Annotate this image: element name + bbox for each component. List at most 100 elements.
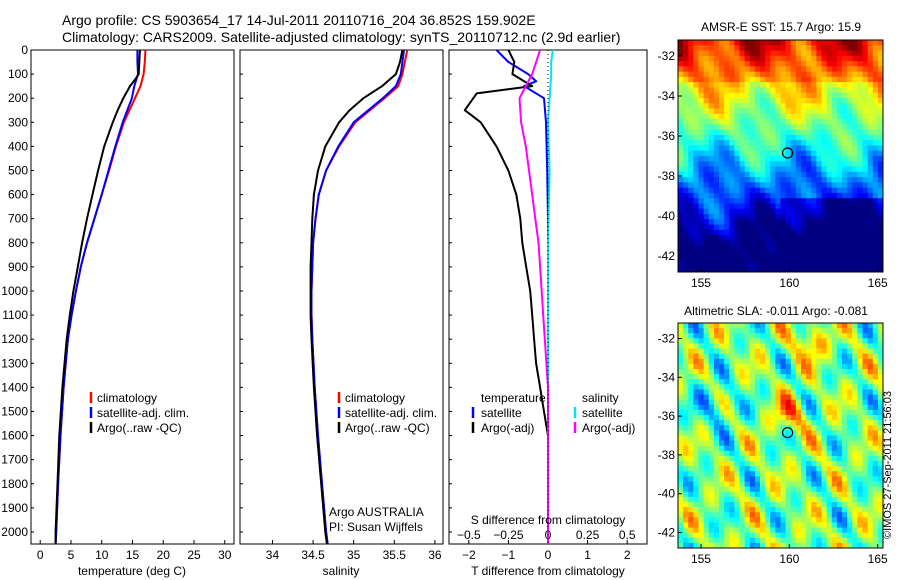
map-cell <box>688 455 694 462</box>
map-cell <box>862 415 869 421</box>
map-cell <box>754 182 761 189</box>
map-cell <box>729 435 735 442</box>
map-cell <box>780 399 787 406</box>
map-cell <box>775 450 782 457</box>
map-cell <box>729 440 735 447</box>
map-cell <box>821 420 828 426</box>
map-cell <box>836 40 843 46</box>
map-cell <box>770 108 776 115</box>
map-cell <box>775 192 782 199</box>
map-cell <box>806 219 812 226</box>
map-cell <box>780 119 787 125</box>
map-cell <box>729 98 735 104</box>
series-argo-raw-qc <box>309 50 404 544</box>
map-cell <box>816 235 823 241</box>
map-cell <box>754 389 761 396</box>
map-cell <box>713 134 720 141</box>
map-cell <box>760 399 766 406</box>
map-cell <box>806 134 812 141</box>
map-cell <box>816 486 823 493</box>
map-cell <box>698 145 705 152</box>
map-cell <box>862 348 869 355</box>
map-cell <box>780 471 787 478</box>
map-cell <box>852 496 858 503</box>
map-cell <box>816 369 823 375</box>
map-cell <box>724 522 730 529</box>
map-cell <box>765 333 771 339</box>
map-cell <box>811 82 817 89</box>
map-cell <box>760 256 766 263</box>
map-cell <box>683 166 689 173</box>
map-cell <box>801 261 807 268</box>
map-cell <box>780 532 787 539</box>
map-cell <box>749 134 756 141</box>
map-cell <box>693 92 700 99</box>
map-cell <box>683 512 689 518</box>
depth-tick-label: 600 <box>8 188 28 202</box>
map-cell <box>852 333 858 339</box>
map-cell <box>847 471 853 478</box>
map-cell <box>724 145 730 152</box>
map-cell <box>857 409 864 416</box>
map-cell <box>719 92 725 99</box>
map-cell <box>719 187 725 194</box>
map-cell <box>739 343 746 350</box>
map-cell <box>724 92 730 99</box>
map-cell <box>831 98 838 104</box>
map-cell <box>877 542 883 548</box>
map-cell <box>749 517 756 524</box>
map-cell <box>713 409 720 416</box>
map-cell <box>775 171 782 178</box>
temperature-xlabel: temperature (deg C) <box>78 564 186 578</box>
map-cell <box>811 389 817 396</box>
map-cell <box>688 198 694 205</box>
map-cell <box>754 496 761 503</box>
map-cell <box>703 455 710 462</box>
map-cell <box>862 198 869 205</box>
map-cell <box>775 198 782 205</box>
map-cell <box>760 527 766 534</box>
map-cell <box>724 501 730 508</box>
map-cell <box>698 82 705 89</box>
map-cell <box>765 50 771 57</box>
salinity-diff-xtick-label: −0.25 <box>493 528 524 542</box>
map-cell <box>729 66 735 73</box>
salinity-legend-satellite: satellite-adj. clim. <box>345 406 437 420</box>
map-cell <box>831 45 838 52</box>
map-cell <box>760 250 766 257</box>
map-cell <box>790 512 797 518</box>
map-cell <box>719 250 725 257</box>
map-cell <box>749 328 756 334</box>
map-cell <box>785 261 792 268</box>
map-cell <box>862 240 869 247</box>
map-cell <box>862 208 869 215</box>
map-cell <box>826 476 833 483</box>
map-cell <box>780 542 787 548</box>
temperature-xtick-label: 20 <box>157 548 171 562</box>
map-cell <box>806 404 812 411</box>
map-cell <box>708 187 715 194</box>
map-cell <box>698 140 705 147</box>
map-cell <box>801 455 807 462</box>
map-cell <box>760 394 766 401</box>
map-cell <box>729 55 735 62</box>
map-cell <box>847 399 853 406</box>
map-cell <box>867 134 874 141</box>
map-cell <box>847 76 853 83</box>
map-cell <box>698 235 705 241</box>
map-cell <box>816 481 823 488</box>
map-cell <box>693 348 700 355</box>
map-cell <box>713 182 720 189</box>
map-cell <box>806 192 812 199</box>
map-cell <box>678 404 684 411</box>
map-cell <box>734 140 741 147</box>
map-cell <box>744 92 751 99</box>
map-cell <box>760 166 766 173</box>
map-cell <box>744 235 751 241</box>
map-cell <box>790 389 797 396</box>
map-cell <box>826 450 833 457</box>
map-cell <box>698 404 705 411</box>
map-cell <box>775 161 782 168</box>
map-cell <box>693 76 700 83</box>
map-cell <box>806 328 812 334</box>
